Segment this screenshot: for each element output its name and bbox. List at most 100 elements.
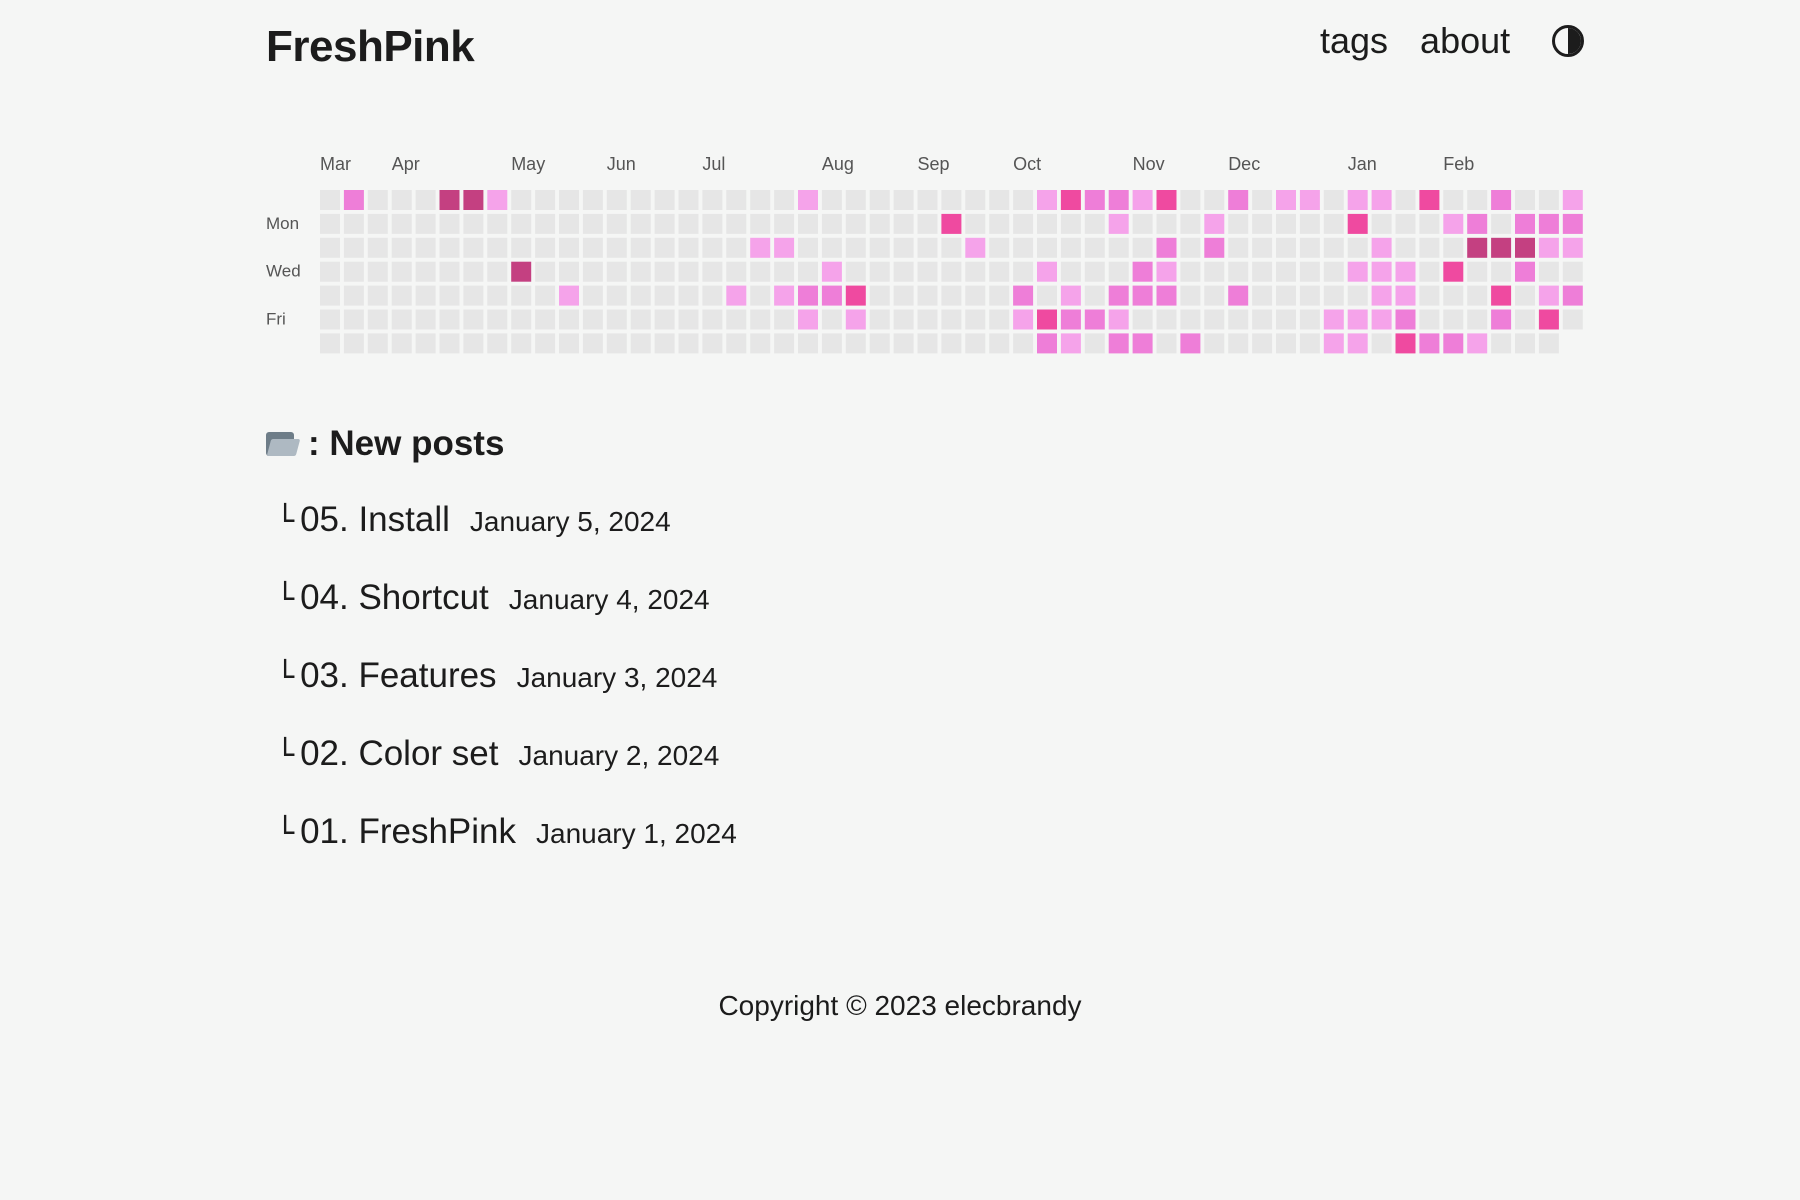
heatmap-cell[interactable]	[917, 261, 938, 282]
heatmap-cell[interactable]	[606, 261, 627, 282]
post-title-link[interactable]: 04. Shortcut	[300, 578, 489, 617]
heatmap-cell[interactable]	[1228, 190, 1249, 210]
heatmap-cell[interactable]	[367, 190, 388, 210]
heatmap-cell[interactable]	[798, 309, 818, 330]
heatmap-cell[interactable]	[1204, 285, 1225, 306]
heatmap-cell[interactable]	[463, 237, 484, 258]
heatmap-cell[interactable]	[535, 261, 556, 282]
heatmap-cell[interactable]	[559, 237, 579, 258]
heatmap-cell[interactable]	[821, 309, 842, 330]
nav-about-link[interactable]: about	[1420, 20, 1511, 61]
heatmap-cell[interactable]	[678, 190, 699, 210]
heatmap-cell[interactable]	[821, 285, 842, 306]
heatmap-cell[interactable]	[869, 261, 890, 282]
heatmap-cell[interactable]	[630, 261, 651, 282]
heatmap-cell[interactable]	[1371, 261, 1392, 282]
heatmap-cell[interactable]	[1228, 285, 1249, 306]
heatmap-cell[interactable]	[1252, 309, 1273, 330]
heatmap-cell[interactable]	[1371, 190, 1392, 210]
heatmap-cell[interactable]	[606, 190, 627, 210]
heatmap-cell[interactable]	[1037, 237, 1057, 258]
heatmap-cell[interactable]	[893, 261, 914, 282]
heatmap-cell[interactable]	[1084, 190, 1105, 210]
heatmap-cell[interactable]	[1515, 213, 1535, 234]
heatmap-cell[interactable]	[989, 309, 1010, 330]
heatmap-cell[interactable]	[1228, 213, 1249, 234]
heatmap-cell[interactable]	[1538, 237, 1559, 258]
heatmap-cell[interactable]	[559, 285, 579, 306]
heatmap-cell[interactable]	[1467, 237, 1488, 258]
heatmap-cell[interactable]	[726, 190, 747, 210]
heatmap-cell[interactable]	[821, 261, 842, 282]
heatmap-cell[interactable]	[798, 333, 818, 354]
heatmap-cell[interactable]	[1538, 285, 1559, 306]
heatmap-cell[interactable]	[845, 285, 866, 306]
heatmap-cell[interactable]	[367, 261, 388, 282]
heatmap-cell[interactable]	[511, 261, 532, 282]
heatmap-cell[interactable]	[1180, 261, 1201, 282]
heatmap-cell[interactable]	[582, 237, 603, 258]
heatmap-cell[interactable]	[1467, 190, 1488, 210]
heatmap-cell[interactable]	[1299, 261, 1320, 282]
heatmap-cell[interactable]	[606, 333, 627, 354]
heatmap-cell[interactable]	[1060, 285, 1081, 306]
heatmap-cell[interactable]	[869, 333, 890, 354]
heatmap-cell[interactable]	[1060, 333, 1081, 354]
heatmap-cell[interactable]	[1515, 261, 1535, 282]
heatmap-cell[interactable]	[1228, 237, 1249, 258]
heatmap-cell[interactable]	[726, 309, 747, 330]
heatmap-cell[interactable]	[821, 333, 842, 354]
heatmap-cell[interactable]	[774, 213, 795, 234]
heatmap-cell[interactable]	[1395, 309, 1416, 330]
heatmap-cell[interactable]	[1156, 261, 1177, 282]
heatmap-cell[interactable]	[654, 333, 675, 354]
heatmap-cell[interactable]	[1084, 213, 1105, 234]
heatmap-cell[interactable]	[1347, 309, 1368, 330]
heatmap-cell[interactable]	[582, 333, 603, 354]
heatmap-cell[interactable]	[750, 333, 771, 354]
heatmap-cell[interactable]	[487, 333, 508, 354]
heatmap-cell[interactable]	[1443, 213, 1464, 234]
heatmap-cell[interactable]	[1108, 237, 1129, 258]
heatmap-cell[interactable]	[1299, 333, 1320, 354]
heatmap-cell[interactable]	[1347, 285, 1368, 306]
heatmap-cell[interactable]	[1299, 237, 1320, 258]
heatmap-cell[interactable]	[559, 261, 579, 282]
heatmap-cell[interactable]	[559, 213, 579, 234]
heatmap-cell[interactable]	[989, 333, 1010, 354]
heatmap-cell[interactable]	[1395, 190, 1416, 210]
heatmap-cell[interactable]	[1084, 309, 1105, 330]
heatmap-cell[interactable]	[654, 190, 675, 210]
heatmap-cell[interactable]	[774, 285, 795, 306]
nav-tags-link[interactable]: tags	[1320, 20, 1389, 61]
heatmap-cell[interactable]	[511, 190, 532, 210]
heatmap-cell[interactable]	[917, 285, 938, 306]
heatmap-cell[interactable]	[391, 213, 412, 234]
heatmap-cell[interactable]	[774, 190, 795, 210]
heatmap-cell[interactable]	[367, 285, 388, 306]
heatmap-cell[interactable]	[989, 190, 1010, 210]
heatmap-cell[interactable]	[678, 333, 699, 354]
heatmap-cell[interactable]	[343, 333, 364, 354]
heatmap-cell[interactable]	[1180, 309, 1201, 330]
post-title-link[interactable]: 05. Install	[300, 500, 450, 539]
heatmap-cell[interactable]	[1252, 190, 1273, 210]
heatmap-cell[interactable]	[1323, 285, 1344, 306]
heatmap-cell[interactable]	[1299, 285, 1320, 306]
heatmap-cell[interactable]	[1132, 309, 1153, 330]
heatmap-cell[interactable]	[941, 285, 962, 306]
heatmap-cell[interactable]	[1538, 309, 1559, 330]
heatmap-cell[interactable]	[798, 237, 818, 258]
heatmap-cell[interactable]	[343, 213, 364, 234]
heatmap-cell[interactable]	[367, 213, 388, 234]
heatmap-cell[interactable]	[1491, 285, 1512, 306]
heatmap-cell[interactable]	[439, 190, 460, 210]
heatmap-cell[interactable]	[750, 285, 771, 306]
heatmap-cell[interactable]	[1084, 285, 1105, 306]
heatmap-cell[interactable]	[1108, 190, 1129, 210]
heatmap-cell[interactable]	[320, 237, 340, 258]
heatmap-cell[interactable]	[1060, 237, 1081, 258]
heatmap-cell[interactable]	[845, 237, 866, 258]
heatmap-cell[interactable]	[1538, 261, 1559, 282]
heatmap-cell[interactable]	[439, 237, 460, 258]
